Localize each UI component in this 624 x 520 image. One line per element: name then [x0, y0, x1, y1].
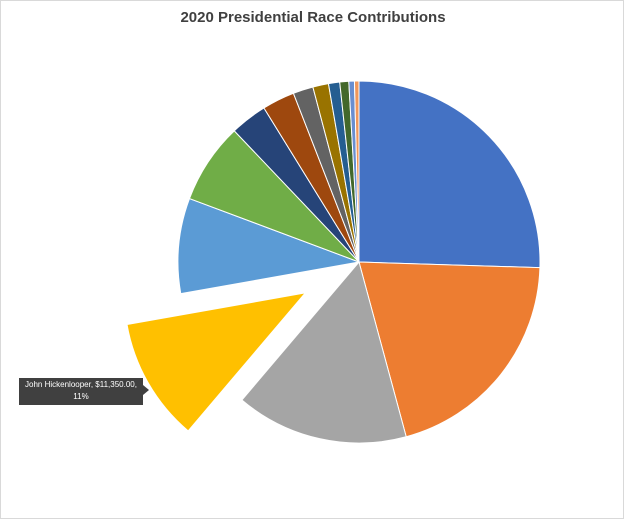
- pie-slice-3: [241, 260, 407, 444]
- pie-slice-5: [177, 197, 361, 295]
- data-label-hickenlooper: John Hickenlooper, $11,350.00, 11%: [19, 378, 143, 405]
- chart-title: 2020 Presidential Race Contributions: [180, 9, 446, 26]
- data-label-pointer: [143, 385, 149, 395]
- pie-slice-john-hickenlooper: [126, 292, 307, 432]
- pie-slice-14: [353, 80, 360, 263]
- pie-slice-2: [358, 261, 541, 438]
- pie-slice-1: [358, 80, 541, 269]
